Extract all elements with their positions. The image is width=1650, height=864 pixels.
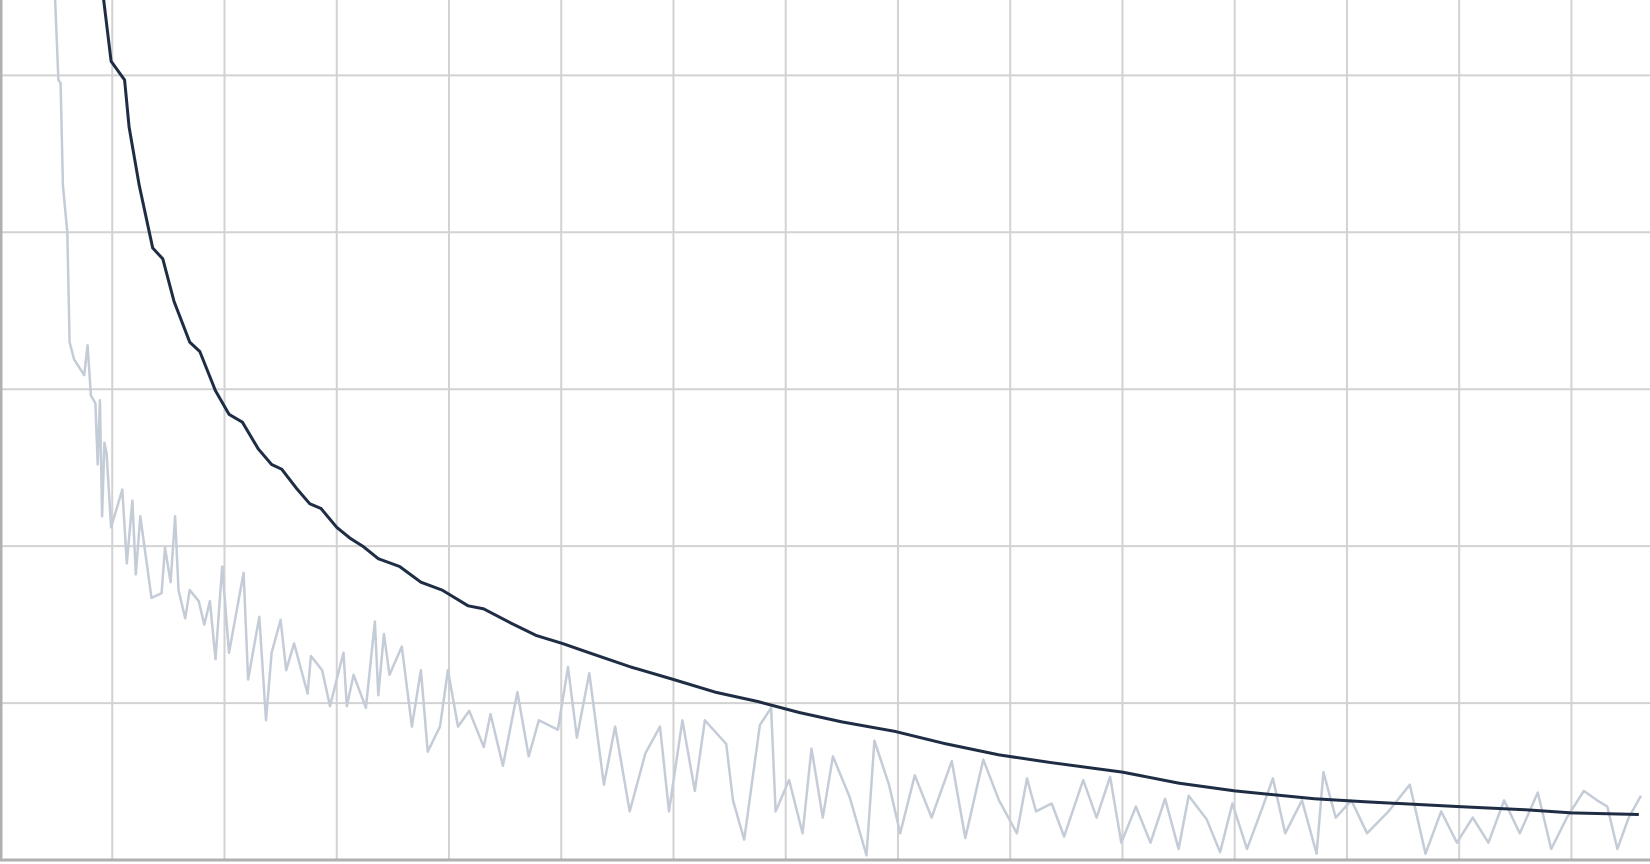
plot-area	[53, 0, 1643, 857]
series-line	[102, 0, 1639, 816]
series-line	[53, 0, 1643, 857]
